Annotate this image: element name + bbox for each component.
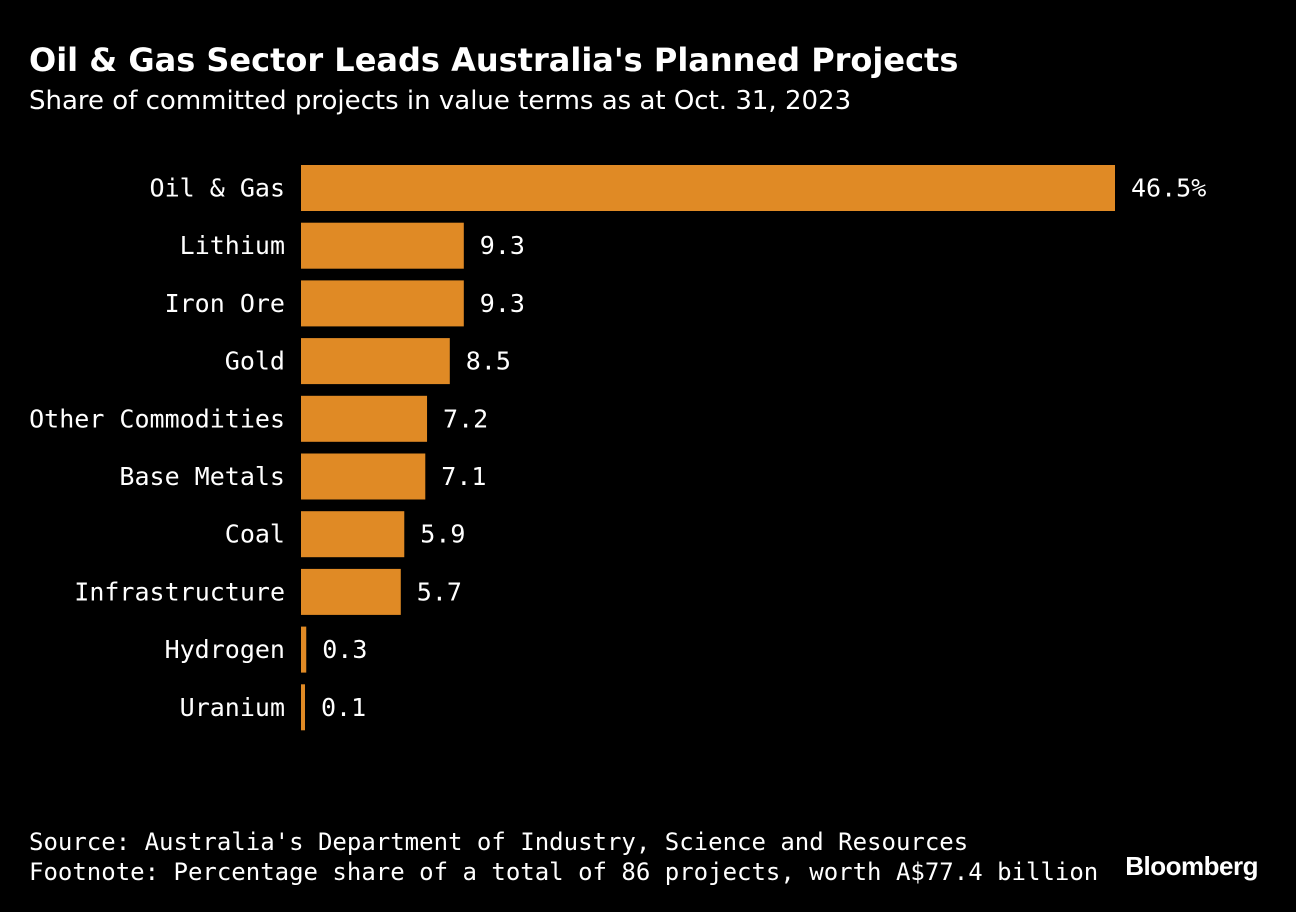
category-label: Uranium bbox=[180, 693, 285, 722]
category-label: Oil & Gas bbox=[150, 174, 285, 203]
chart-title: Oil & Gas Sector Leads Australia's Plann… bbox=[29, 41, 959, 79]
category-label: Other Commodities bbox=[29, 404, 285, 433]
value-label: 5.9 bbox=[420, 520, 465, 549]
category-label: Lithium bbox=[180, 231, 285, 260]
value-label: 9.3 bbox=[480, 231, 525, 260]
bar bbox=[301, 453, 426, 500]
footnote: Footnote: Percentage share of a total of… bbox=[29, 858, 1099, 886]
bar bbox=[301, 222, 464, 269]
category-label: Coal bbox=[225, 520, 285, 549]
bar bbox=[301, 280, 464, 327]
bar bbox=[301, 684, 305, 731]
bar bbox=[301, 395, 428, 442]
bar bbox=[301, 338, 450, 385]
value-label: 7.2 bbox=[443, 404, 488, 433]
bar bbox=[301, 568, 401, 615]
bar-chart: Oil & Gas 46.5% Lithium 9.3 Iron Ore 9.3 Gold 8… bbox=[29, 165, 1206, 731]
value-label: 0.3 bbox=[322, 635, 367, 664]
category-label: Base Metals bbox=[119, 462, 285, 491]
chart-footer: Source: Australia's Department of Indust… bbox=[29, 827, 1098, 887]
value-label: 0.1 bbox=[321, 693, 366, 722]
category-label: Iron Ore bbox=[165, 289, 285, 318]
category-label: Hydrogen bbox=[165, 635, 285, 664]
chart-subtitle: Share of committed projects in value ter… bbox=[29, 86, 852, 116]
category-label: Gold bbox=[225, 347, 285, 376]
bar bbox=[301, 626, 307, 673]
bloomberg-logo: Bloomberg bbox=[1125, 851, 1258, 881]
bar bbox=[301, 165, 1115, 211]
category-label: Infrastructure bbox=[74, 577, 285, 606]
value-label: 9.3 bbox=[480, 289, 525, 318]
value-label: 46.5% bbox=[1131, 174, 1206, 203]
value-label: 7.1 bbox=[441, 462, 486, 491]
bar bbox=[301, 511, 405, 558]
value-label: 5.7 bbox=[417, 577, 462, 606]
source-note: Source: Australia's Department of Indust… bbox=[29, 828, 969, 856]
value-label: 8.5 bbox=[466, 347, 511, 376]
